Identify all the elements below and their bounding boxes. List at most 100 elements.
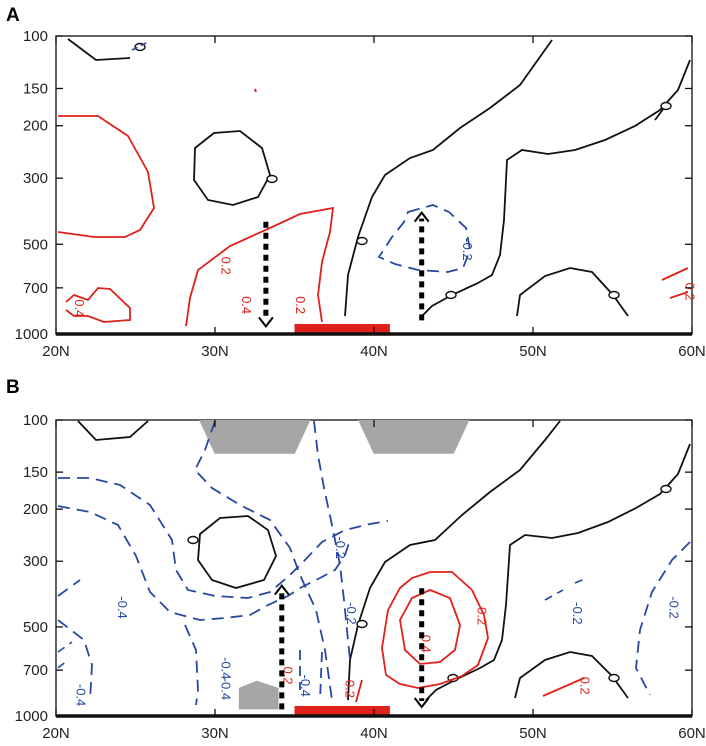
contour-label: -0.4	[218, 657, 233, 679]
zero-contour	[445, 290, 457, 300]
x-tick-label: 40N	[360, 725, 388, 742]
zero-contour	[421, 59, 691, 317]
contours-b	[57, 420, 691, 706]
positive-contour	[381, 571, 489, 689]
y-tick-label: 1000	[15, 708, 48, 725]
x-tick-label: 30N	[201, 343, 229, 360]
y-tick-label: 300	[23, 170, 48, 187]
contour-label: -0.2	[570, 602, 585, 624]
circulation-arrow	[413, 588, 430, 709]
contour-label: -0.2	[667, 596, 682, 618]
arrows-b	[273, 583, 430, 710]
zero-contour	[193, 130, 271, 206]
contour-label: 0.2	[218, 257, 233, 275]
zero-contour	[660, 101, 672, 111]
y-tick-label: 300	[23, 553, 48, 570]
positive-contour	[57, 115, 155, 238]
highlight-bar-a	[294, 324, 390, 334]
negative-contour	[544, 577, 588, 601]
positive-contour	[65, 287, 131, 323]
y-tick-label: 700	[23, 662, 48, 679]
positive-contour	[542, 677, 585, 697]
significance-shade	[358, 420, 470, 454]
y-tick-label: 200	[23, 118, 48, 135]
x-tick-label: 50N	[519, 343, 547, 360]
y-tick-label: 150	[23, 80, 48, 97]
contour-labels-b: -0.2-0.4 -0.2-0.4-0.4-0.40.2 -0.4 0.20.40.2…	[74, 536, 682, 706]
contour-label: 0.2	[293, 296, 308, 314]
zero-contour	[67, 38, 131, 61]
zero-contour	[356, 236, 368, 246]
y-tick-label: 200	[23, 501, 48, 518]
panel-label-a: A	[6, 5, 20, 26]
x-tick-label: 40N	[360, 343, 388, 360]
arrows-a	[258, 210, 430, 328]
zero-contour	[356, 619, 368, 629]
positive-contour	[185, 206, 335, 327]
plot-frame-a	[55, 35, 693, 335]
negative-contour	[57, 641, 73, 669]
circulation-arrow	[273, 583, 290, 710]
negative-contour	[57, 505, 351, 621]
x-tick-label: 60N	[678, 343, 706, 360]
y-tick-label: 1000	[15, 326, 48, 343]
zero-contour	[266, 174, 278, 184]
x-tick-label: 60N	[678, 725, 706, 742]
contour-label: 0.4	[239, 296, 254, 314]
zero-contour	[608, 290, 620, 300]
contour-label: -0.2	[344, 602, 359, 624]
negative-contour	[313, 420, 351, 661]
region-bar	[294, 706, 390, 716]
x-tick-label: 20N	[42, 343, 70, 360]
negative-contour	[299, 650, 323, 701]
significance-shade	[199, 420, 311, 454]
highlight-bar-b	[294, 706, 390, 716]
zero-contour	[197, 515, 277, 589]
contour-label: -0.4	[74, 684, 89, 706]
x-tick-label: 50N	[519, 725, 547, 742]
positive-contour	[399, 589, 461, 665]
negative-contour	[193, 420, 333, 701]
region-bar	[294, 324, 390, 334]
zero-contour	[347, 420, 561, 701]
x-tick-label: 30N	[201, 725, 229, 742]
y-tick-label: 150	[23, 464, 48, 481]
positive-contour	[355, 679, 363, 703]
contour-label: 0.2	[578, 677, 593, 695]
zero-contour	[660, 484, 672, 494]
contour-label: -0.4	[298, 674, 313, 696]
contour-label: -0.2	[460, 238, 475, 260]
circulation-arrow	[413, 210, 430, 321]
axes-a: 20N 30N 40N 50N 60N 100 150 200 300 500 700 1000	[15, 28, 706, 360]
significance-shade	[238, 680, 279, 710]
shaded-regions-b	[199, 420, 470, 710]
y-tick-label: 700	[23, 280, 48, 297]
circulation-arrow	[258, 221, 274, 328]
panel-label-b: B	[6, 377, 20, 398]
negative-contour	[57, 579, 93, 701]
y-tick-label: 100	[23, 412, 48, 429]
negative-contour	[184, 624, 199, 706]
zero-contour	[425, 443, 691, 701]
zero-contour	[77, 420, 149, 441]
zero-contour	[344, 39, 553, 317]
negative-contour	[635, 541, 691, 696]
negative-contour	[377, 204, 471, 273]
zero-contour	[187, 535, 199, 545]
positive-contour	[254, 88, 257, 93]
panel-b: B	[6, 377, 706, 742]
contours-a	[57, 38, 691, 327]
contour-label: 0.2	[683, 282, 698, 300]
contour-label: -0.2	[333, 536, 348, 558]
contour-label: -0.4	[218, 678, 233, 700]
positive-contour	[661, 267, 689, 299]
y-tick-label: 100	[23, 28, 48, 45]
axes-b: 20N 30N 40N 50N 60N 100 150 200 300 500 700 1000	[15, 412, 706, 742]
y-tick-label: 500	[23, 619, 48, 636]
x-tick-label: 20N	[42, 725, 70, 742]
contour-labels-a: 0.2 0.4 0.4 0.2 -0.2 0.2	[72, 238, 698, 317]
plot-frame-b	[55, 419, 693, 717]
zero-contour	[608, 673, 620, 683]
zero-contour	[654, 107, 665, 121]
